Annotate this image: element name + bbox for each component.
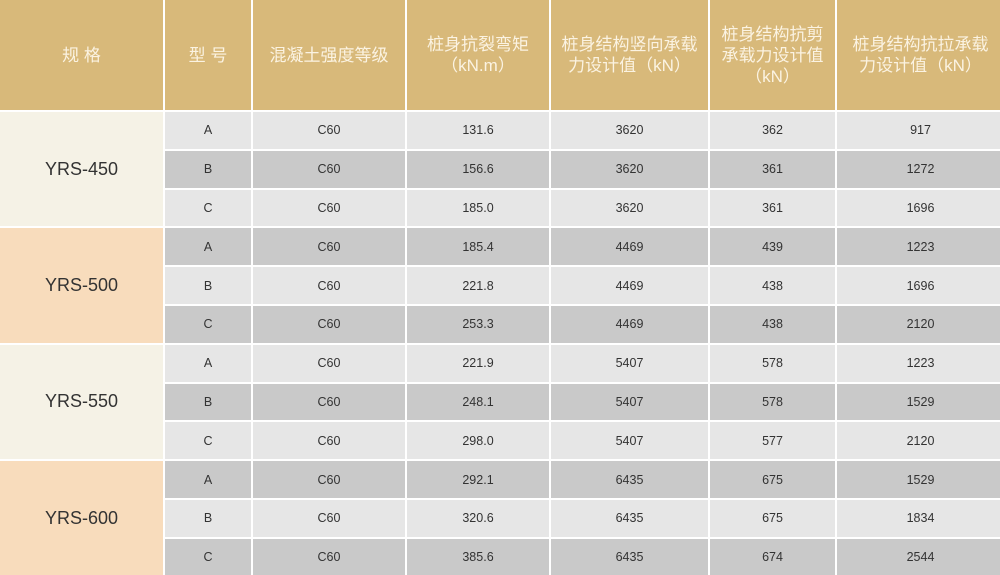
table-cell: C xyxy=(165,538,251,575)
table-cell: C60 xyxy=(253,383,405,421)
table-cell: 439 xyxy=(710,228,835,266)
table-cell: 221.9 xyxy=(407,344,549,382)
table-cell: C60 xyxy=(253,422,405,460)
table-cell: 438 xyxy=(710,305,835,343)
table-cell: 4469 xyxy=(551,267,708,304)
table-cell: 2544 xyxy=(837,538,1000,575)
table-cell: B xyxy=(165,267,251,304)
table-cell: 320.6 xyxy=(407,499,549,537)
table-cell: A xyxy=(165,112,251,149)
table-cell: 5407 xyxy=(551,422,708,460)
table-cell: 361 xyxy=(710,189,835,227)
table-cell: 577 xyxy=(710,422,835,460)
table-cell: 6435 xyxy=(551,538,708,575)
table-cell: C60 xyxy=(253,228,405,266)
header-vertical-capacity: 桩身结构竖向承载 力设计值（kN） xyxy=(551,0,708,110)
header-concrete-grade: 混凝土强度等级 xyxy=(253,0,405,110)
table-cell: 5407 xyxy=(551,383,708,421)
table-cell: 578 xyxy=(710,344,835,382)
table-cell: 1696 xyxy=(837,189,1000,227)
table-cell: 221.8 xyxy=(407,267,549,304)
table-cell: 298.0 xyxy=(407,422,549,460)
table-cell: 438 xyxy=(710,267,835,304)
spec-cell: YRS-450 xyxy=(0,112,163,227)
table-cell: 917 xyxy=(837,112,1000,149)
spec-cell: YRS-550 xyxy=(0,344,163,460)
table-cell: C60 xyxy=(253,305,405,343)
table-cell: 6435 xyxy=(551,499,708,537)
table-cell: 675 xyxy=(710,461,835,498)
table-cell: 248.1 xyxy=(407,383,549,421)
table-cell: 385.6 xyxy=(407,538,549,575)
table-cell: 1272 xyxy=(837,150,1000,188)
table-cell: C xyxy=(165,189,251,227)
table-cell: 5407 xyxy=(551,344,708,382)
table-cell: C xyxy=(165,305,251,343)
table-cell: C60 xyxy=(253,112,405,149)
table-cell: A xyxy=(165,228,251,266)
table-cell: C60 xyxy=(253,461,405,498)
table-cell: 1223 xyxy=(837,228,1000,266)
table-cell: 362 xyxy=(710,112,835,149)
spec-cell: YRS-600 xyxy=(0,461,163,575)
table-cell: 675 xyxy=(710,499,835,537)
table-cell: 1834 xyxy=(837,499,1000,537)
table-cell: 3620 xyxy=(551,112,708,149)
table-cell: 578 xyxy=(710,383,835,421)
table-cell: 361 xyxy=(710,150,835,188)
table-cell: 674 xyxy=(710,538,835,575)
table-cell: A xyxy=(165,461,251,498)
table-cell: 6435 xyxy=(551,461,708,498)
table-cell: B xyxy=(165,383,251,421)
table-cell: 3620 xyxy=(551,150,708,188)
spec-cell: YRS-500 xyxy=(0,228,163,343)
table-cell: 185.0 xyxy=(407,189,549,227)
table-cell: C60 xyxy=(253,150,405,188)
table-cell: 131.6 xyxy=(407,112,549,149)
table-cell: 4469 xyxy=(551,228,708,266)
table-cell: 3620 xyxy=(551,189,708,227)
table-cell: C60 xyxy=(253,189,405,227)
header-tensile-capacity: 桩身结构抗拉承载 力设计值（kN） xyxy=(837,0,1000,110)
table-cell: 2120 xyxy=(837,305,1000,343)
table-cell: 253.3 xyxy=(407,305,549,343)
header-shear-capacity: 桩身结构抗剪 承载力设计值 （kN） xyxy=(710,0,835,110)
table-cell: C xyxy=(165,422,251,460)
header-spec: 规 格 xyxy=(0,0,163,110)
table-cell: B xyxy=(165,499,251,537)
table-cell: C60 xyxy=(253,344,405,382)
table-cell: 4469 xyxy=(551,305,708,343)
table-cell: C60 xyxy=(253,499,405,537)
table-cell: 1696 xyxy=(837,267,1000,304)
table-cell: B xyxy=(165,150,251,188)
table-cell: A xyxy=(165,344,251,382)
table-cell: 156.6 xyxy=(407,150,549,188)
table-cell: 2120 xyxy=(837,422,1000,460)
table-cell: C60 xyxy=(253,538,405,575)
table-cell: C60 xyxy=(253,267,405,304)
table-cell: 292.1 xyxy=(407,461,549,498)
header-model: 型 号 xyxy=(165,0,251,110)
table-cell: 1529 xyxy=(837,383,1000,421)
table-cell: 185.4 xyxy=(407,228,549,266)
table-cell: 1529 xyxy=(837,461,1000,498)
header-crack-moment: 桩身抗裂弯矩 （kN.m） xyxy=(407,0,549,110)
table-cell: 1223 xyxy=(837,344,1000,382)
